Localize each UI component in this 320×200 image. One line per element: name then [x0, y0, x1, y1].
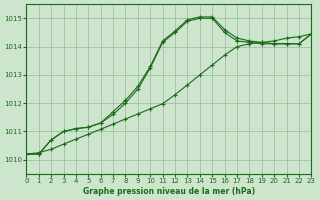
X-axis label: Graphe pression niveau de la mer (hPa): Graphe pression niveau de la mer (hPa)	[83, 187, 255, 196]
